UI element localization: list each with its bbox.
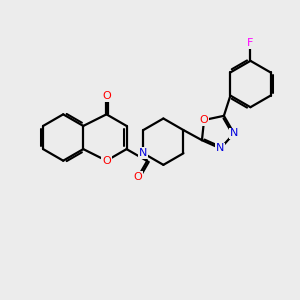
Text: N: N: [139, 148, 148, 158]
Text: N: N: [230, 128, 238, 138]
Text: O: O: [200, 115, 208, 125]
Text: O: O: [102, 91, 111, 101]
Text: N: N: [216, 143, 225, 153]
Text: F: F: [247, 38, 254, 48]
Text: O: O: [102, 156, 111, 166]
Text: O: O: [134, 172, 142, 182]
